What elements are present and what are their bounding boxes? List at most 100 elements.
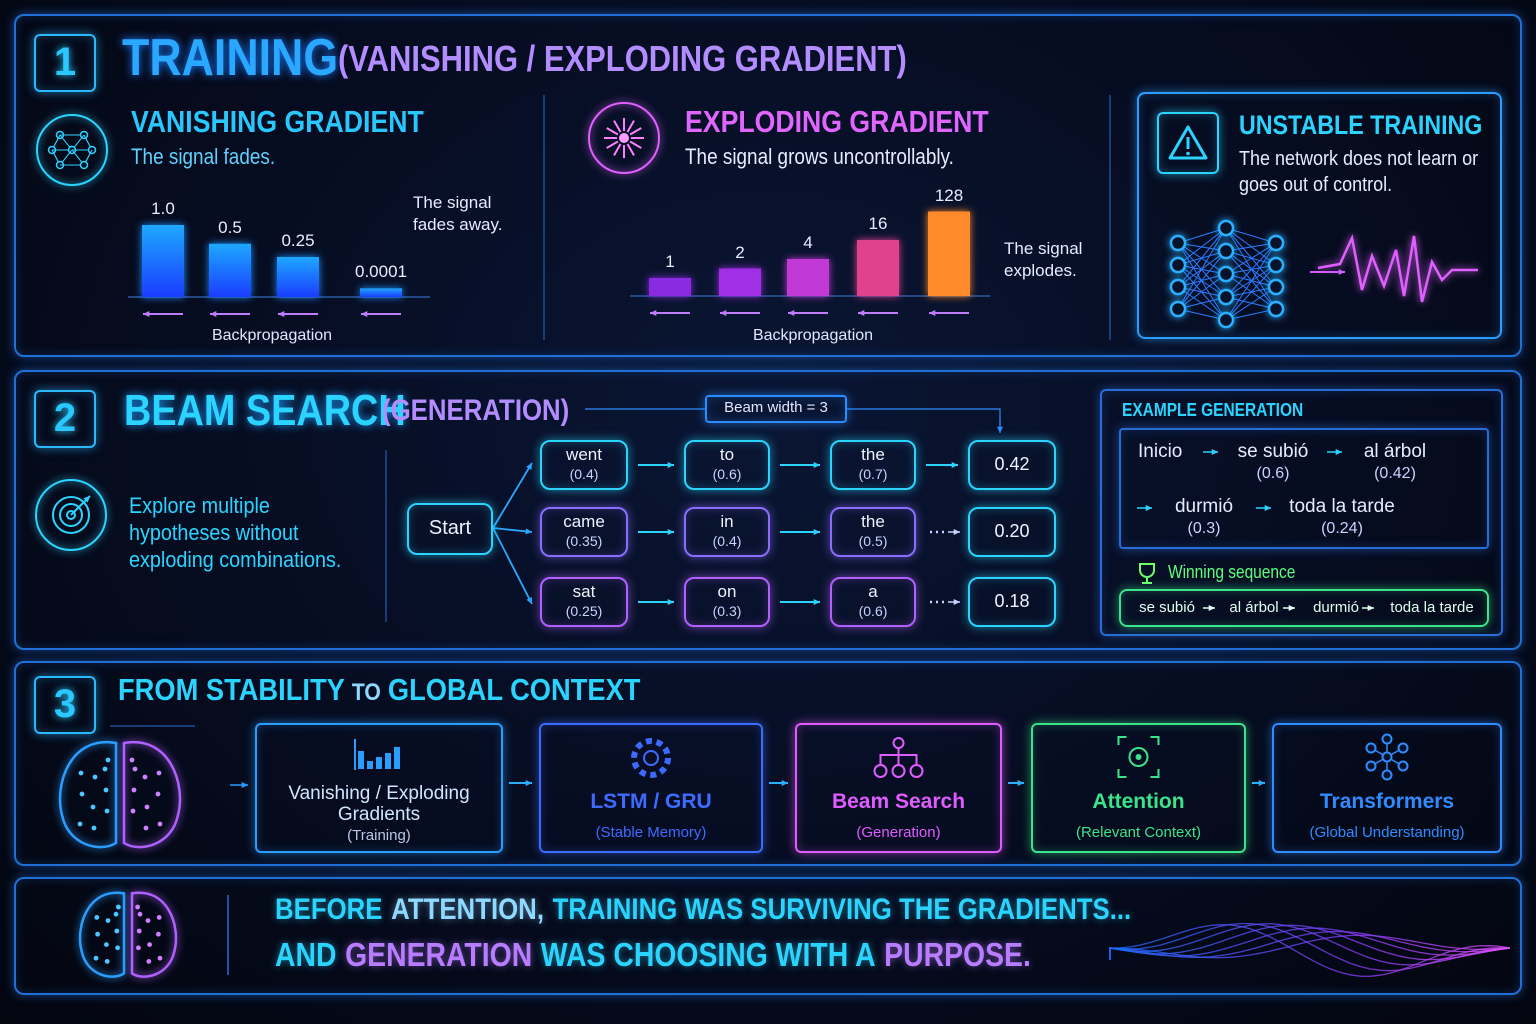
value-label: 1.0	[151, 199, 175, 218]
brain-node	[143, 825, 149, 831]
net-edge	[1177, 273, 1227, 310]
brain-node	[113, 911, 119, 917]
arrow-head	[526, 463, 532, 470]
net-node	[1169, 278, 1187, 296]
brain-node	[156, 931, 161, 937]
brain-node	[105, 757, 111, 763]
card-subtitle: (Stable Memory)	[595, 824, 707, 841]
wave	[1109, 923, 1511, 966]
brain-left	[58, 740, 118, 849]
net-node	[1267, 234, 1285, 252]
axis-label: Backpropagation	[211, 327, 333, 344]
arrow-head	[1017, 779, 1024, 787]
arrow-head	[143, 310, 150, 318]
brain-node	[102, 766, 108, 772]
value-label: 1	[665, 252, 675, 271]
section-title: BEAM SEARCH	[124, 386, 406, 435]
net-node	[1217, 242, 1235, 260]
net-node	[1381, 733, 1393, 745]
tree-node	[891, 764, 906, 778]
beam-node	[830, 507, 916, 557]
brain-node	[93, 955, 99, 961]
target-ring	[59, 503, 83, 527]
net-node	[1267, 300, 1285, 318]
token-prob: (0.6)	[858, 603, 888, 619]
gear-icon	[643, 750, 659, 766]
tree-node	[909, 764, 924, 778]
warning-icon-box	[1157, 112, 1219, 174]
arrow-head	[667, 528, 674, 536]
bar	[360, 288, 402, 297]
value-label: 16	[868, 214, 888, 233]
net-edge	[1225, 242, 1277, 275]
net-node	[1169, 300, 1187, 318]
value-label: 0.5	[218, 217, 242, 237]
icon-ray	[629, 127, 642, 136]
beam-width-box	[705, 395, 847, 423]
arrow-head	[1208, 604, 1215, 612]
focus-icon	[1128, 747, 1149, 767]
wave	[1109, 924, 1511, 977]
start-label: Start	[428, 517, 472, 539]
arrow-head	[667, 461, 674, 469]
arrow-line	[492, 527, 533, 533]
target-ring	[52, 496, 90, 534]
card-title: Vanishing / Exploding Gradients	[288, 783, 470, 825]
panel-conclusion	[14, 877, 1522, 995]
arrow-head	[1264, 504, 1271, 512]
brain-node	[157, 955, 163, 961]
bar	[928, 211, 970, 296]
net-edge	[1225, 286, 1277, 321]
panel-title: UNSTABLE TRAINING	[1239, 110, 1483, 140]
beam-width: Beam width = 3	[724, 399, 828, 416]
brain-node	[94, 915, 100, 920]
brain-node	[103, 787, 109, 793]
icon-bar	[394, 747, 400, 769]
brain-node	[144, 804, 150, 810]
brain-node	[142, 774, 148, 780]
stage-card: Transformers (Global Understanding)	[1272, 723, 1502, 853]
conclusion-segment: AND	[275, 936, 337, 973]
title-part: GLOBAL CONTEXT	[387, 672, 641, 707]
arrow-head	[813, 461, 820, 469]
arrow-head	[951, 461, 958, 469]
icon-bar	[385, 753, 391, 769]
arrow-head	[667, 598, 674, 606]
title-part: FROM STABILITY	[118, 672, 345, 707]
stage-card: Attention (Relevant Context)	[1031, 723, 1246, 853]
unstable-box	[1137, 92, 1502, 339]
arrow-head	[525, 528, 532, 535]
icon-ray	[613, 120, 622, 133]
token-prob: (0.3)	[712, 603, 742, 619]
net-edge	[1225, 227, 1277, 244]
arrow-line	[492, 527, 533, 605]
token-word: came	[563, 512, 605, 531]
bar	[719, 268, 761, 296]
brain-node	[137, 911, 143, 917]
bar	[277, 257, 319, 297]
net-node	[1217, 265, 1235, 283]
section-number: 3	[53, 682, 77, 726]
example-prob: (0.6)	[1256, 465, 1290, 482]
card-title: Attention	[1092, 790, 1185, 813]
panel-text: The network does not learn or goes out o…	[1239, 148, 1479, 196]
brain-node	[90, 804, 96, 810]
brain-right	[122, 740, 182, 849]
example-prob: (0.3)	[1187, 520, 1221, 537]
net-edge	[1177, 227, 1227, 266]
arrow-head	[525, 779, 532, 787]
icon-ring	[35, 479, 107, 551]
section-number: 2	[53, 396, 77, 440]
net-node	[1365, 742, 1377, 754]
card-subtitle: (Relevant Context)	[1075, 824, 1202, 841]
score-node	[968, 577, 1056, 627]
warning-dot	[1186, 151, 1190, 156]
brain-node	[156, 915, 162, 920]
conclusion-segment: WAS CHOOSING WITH A	[540, 936, 876, 973]
token-prob: (0.4)	[569, 466, 599, 482]
icon-ray	[629, 140, 642, 149]
winning-word: toda la tarde	[1390, 599, 1474, 616]
arrow-head	[720, 309, 727, 317]
bar	[787, 259, 829, 296]
